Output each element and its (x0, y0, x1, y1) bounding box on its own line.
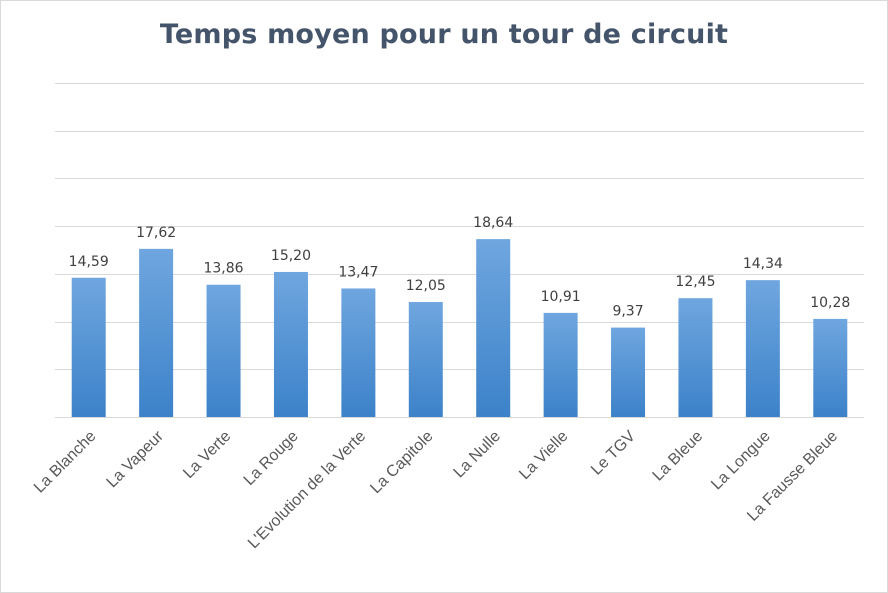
bars (71, 239, 848, 417)
chart-title: Temps moyen pour un tour de circuit (159, 19, 729, 50)
data-label: 12,45 (675, 274, 715, 290)
bar (813, 318, 848, 417)
data-label: 15,20 (271, 248, 311, 264)
category-label: La Verte (180, 428, 234, 482)
category-label: La Nulle (451, 428, 505, 482)
bar (678, 298, 713, 417)
data-label: 18,64 (473, 215, 513, 231)
data-label: 10,28 (810, 295, 850, 311)
data-label: 17,62 (136, 225, 176, 241)
bar (476, 239, 511, 417)
bar (71, 277, 106, 417)
category-label: La Longue (708, 428, 774, 494)
bar (543, 312, 578, 417)
category-label: Le TGV (588, 428, 639, 479)
bar (611, 327, 646, 417)
category-label: L'Evolution de la Verte (245, 428, 369, 552)
bar (273, 271, 308, 417)
bar (341, 288, 376, 417)
category-label: La Vapeur (104, 427, 168, 491)
data-label: 9,37 (612, 304, 643, 320)
value-labels: 14,59 17,62 13,86 15,20 13,47 12,05 18,64 10,91… (69, 215, 851, 319)
category-label: La Capitole (367, 428, 436, 497)
bar (408, 302, 443, 417)
bar (206, 284, 241, 417)
data-label: 12,05 (406, 278, 446, 294)
gridlines (55, 83, 864, 418)
data-label: 10,91 (541, 289, 581, 305)
data-label: 14,59 (69, 254, 109, 270)
category-label: La Blanche (31, 428, 100, 497)
category-label: La Rouge (241, 428, 302, 489)
category-label: La Vielle (516, 428, 571, 483)
bar (745, 280, 780, 417)
data-label: 13,47 (338, 264, 378, 280)
data-label: 13,86 (203, 261, 243, 277)
bar (139, 248, 174, 417)
category-label: La Bleue (650, 428, 707, 485)
category-labels: La Blanche La Vapeur La Verte La RougeL'Evo… (31, 427, 841, 552)
data-label: 14,34 (743, 256, 783, 272)
